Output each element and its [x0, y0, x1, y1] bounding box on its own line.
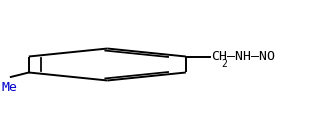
Text: —NH—NO: —NH—NO [227, 50, 275, 63]
Text: Me: Me [1, 81, 17, 94]
Text: 2: 2 [222, 59, 227, 69]
Text: CH: CH [212, 50, 227, 63]
